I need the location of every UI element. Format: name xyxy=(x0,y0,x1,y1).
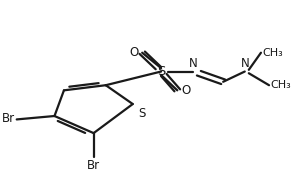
Text: O: O xyxy=(181,84,191,97)
Text: S: S xyxy=(139,107,146,120)
Text: O: O xyxy=(129,46,138,59)
Text: CH₃: CH₃ xyxy=(262,48,283,58)
Text: CH₃: CH₃ xyxy=(270,80,291,90)
Text: Br: Br xyxy=(2,112,15,125)
Text: N: N xyxy=(189,57,198,70)
Text: Br: Br xyxy=(87,159,100,172)
Text: N: N xyxy=(240,57,249,70)
Text: S: S xyxy=(157,65,165,78)
